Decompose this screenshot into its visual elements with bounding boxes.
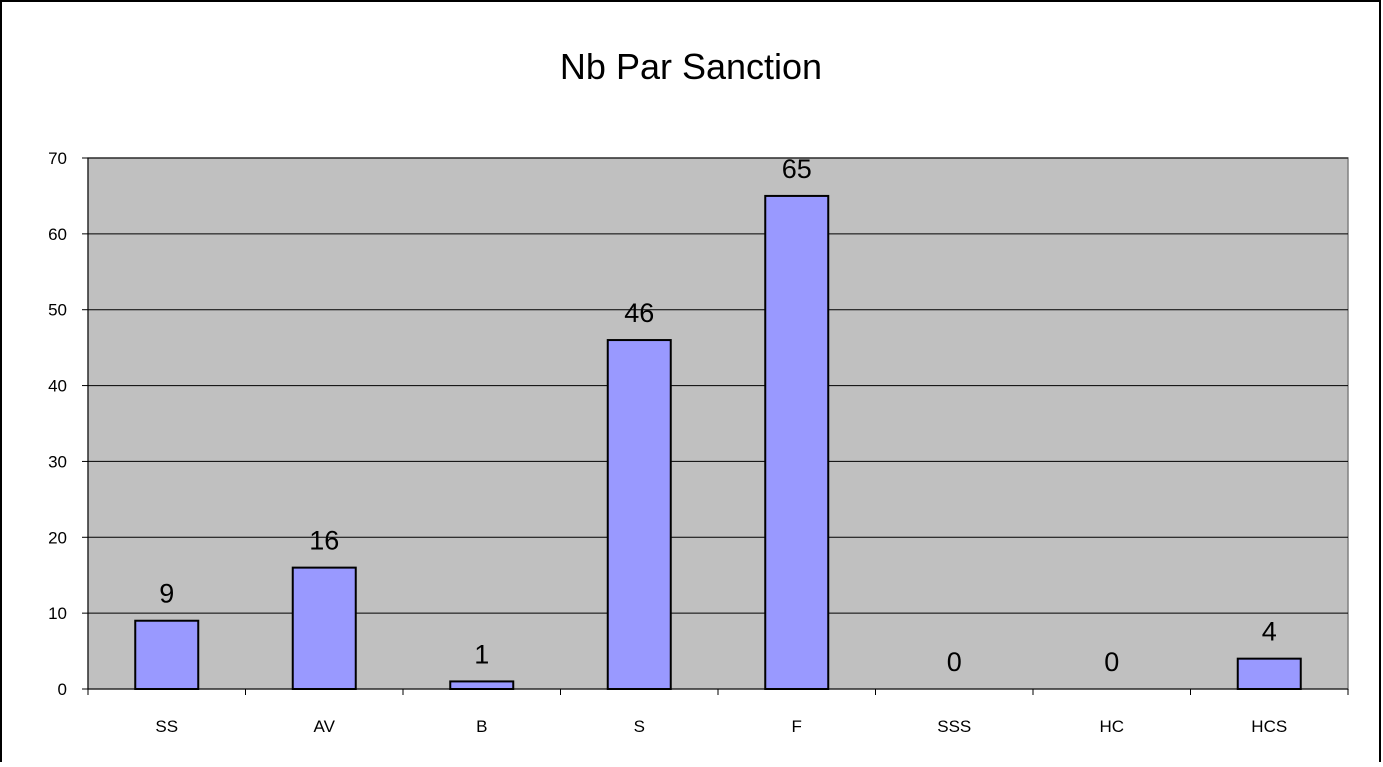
data-label-b: 1 bbox=[474, 639, 489, 669]
x-category-label: SSS bbox=[937, 717, 971, 736]
y-tick-label: 40 bbox=[48, 377, 67, 396]
y-tick-label: 60 bbox=[48, 225, 67, 244]
x-category-label: SS bbox=[155, 717, 178, 736]
x-category-label: B bbox=[476, 717, 487, 736]
bar-f bbox=[764, 194, 830, 691]
bar-av bbox=[291, 566, 357, 691]
x-category-label: F bbox=[792, 717, 802, 736]
bar-hcs bbox=[1236, 657, 1302, 691]
x-category-label: HCS bbox=[1251, 717, 1287, 736]
data-label-hc: 0 bbox=[1104, 647, 1119, 677]
data-label-f: 65 bbox=[782, 154, 812, 184]
x-category-label: HC bbox=[1099, 717, 1124, 736]
data-label-sss: 0 bbox=[947, 647, 962, 677]
plot-area bbox=[87, 157, 1349, 690]
data-label-s: 46 bbox=[624, 298, 654, 328]
x-category-label: AV bbox=[314, 717, 336, 736]
y-tick-label: 0 bbox=[58, 680, 67, 699]
data-labels: 9 16 1 46 65 0 0 4 bbox=[159, 154, 1277, 677]
y-tick-label: 20 bbox=[48, 528, 67, 547]
data-label-hcs: 4 bbox=[1262, 617, 1277, 647]
y-tick-label: 10 bbox=[48, 604, 67, 623]
data-label-av: 16 bbox=[309, 526, 339, 556]
bar-b bbox=[449, 680, 515, 691]
y-axis-ticks: 0 10 20 30 40 50 60 70 bbox=[48, 149, 88, 699]
bar-ss bbox=[134, 619, 200, 691]
y-tick-label: 70 bbox=[48, 149, 67, 168]
bars bbox=[134, 194, 1302, 691]
y-tick-label: 30 bbox=[48, 452, 67, 471]
data-label-ss: 9 bbox=[159, 579, 174, 609]
y-tick-label: 50 bbox=[48, 301, 67, 320]
x-axis-ticks: SS AV B S F SSS HC HCS bbox=[87, 689, 1349, 736]
bar-s bbox=[606, 339, 672, 690]
chart-title: Nb Par Sanction bbox=[560, 46, 822, 87]
x-category-label: S bbox=[634, 717, 645, 736]
